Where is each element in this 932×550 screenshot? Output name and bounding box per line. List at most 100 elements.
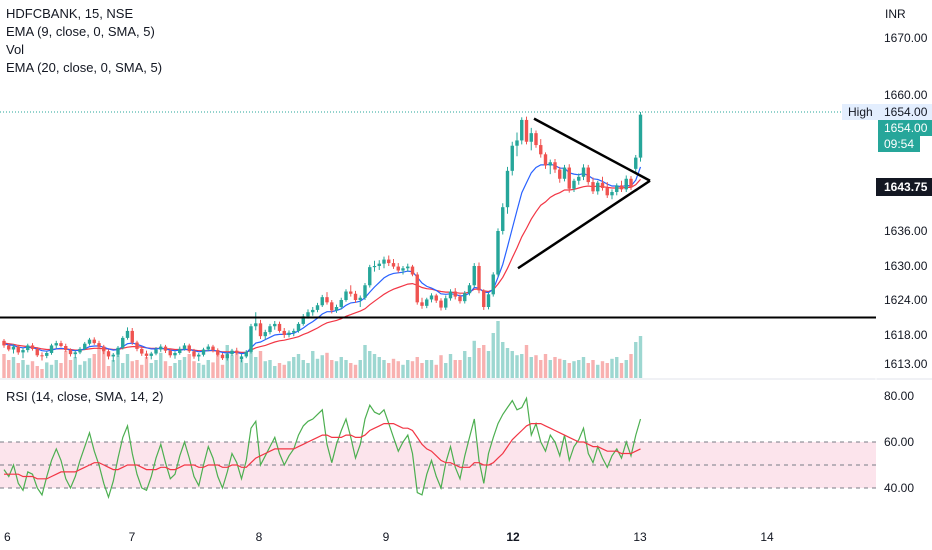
- candle-body: [586, 167, 590, 183]
- candle-body: [581, 167, 586, 177]
- candle-body: [501, 207, 505, 231]
- volume-bar: [301, 360, 305, 378]
- volume-bar: [458, 360, 462, 378]
- volume-bar: [97, 345, 101, 378]
- volume-bar: [268, 360, 272, 378]
- candle-body: [149, 353, 153, 356]
- ema20-legend[interactable]: EMA (20, close, 0, SMA, 5): [6, 60, 163, 75]
- candle-body: [206, 346, 210, 350]
- candle-body: [634, 157, 638, 169]
- volume-bar: [596, 364, 600, 378]
- volume-bar: [505, 348, 510, 378]
- volume-bar: [372, 354, 377, 378]
- candle-body: [311, 309, 315, 313]
- volume-bar: [344, 360, 348, 378]
- volume-bar: [159, 352, 163, 378]
- volume-bar: [163, 361, 168, 378]
- candle-body: [491, 274, 495, 295]
- volume-bar: [543, 354, 548, 378]
- candle-body: [619, 185, 624, 190]
- volume-bar: [106, 366, 111, 378]
- candle-body: [486, 294, 491, 307]
- volume-bar: [201, 364, 206, 378]
- rsi-tick-label: 80.00: [884, 389, 914, 403]
- rsi-tick-label: 60.00: [884, 435, 914, 449]
- volume-bar: [258, 351, 263, 378]
- candle-body: [543, 154, 548, 166]
- candle-body: [254, 323, 258, 327]
- high-tag-label: High: [842, 104, 879, 120]
- price-tick-label: 1660.00: [884, 88, 928, 102]
- rsi-legend[interactable]: RSI (14, close, SMA, 14, 2): [6, 389, 164, 404]
- candle-body: [197, 354, 201, 357]
- volume-bar: [282, 364, 286, 378]
- candle-body: [40, 355, 44, 357]
- candle-body: [16, 346, 20, 353]
- candle-body: [382, 259, 386, 264]
- candle-body: [425, 299, 429, 306]
- candle-body: [453, 291, 457, 297]
- candle-body: [263, 332, 267, 337]
- candle-body: [353, 293, 358, 300]
- price-tick-label: 1624.00: [884, 293, 928, 307]
- volume-bar: [263, 361, 267, 378]
- volume-bar: [529, 357, 533, 378]
- candle-body: [258, 323, 263, 337]
- volume-bar: [11, 357, 16, 378]
- candle-body: [387, 259, 391, 264]
- candle-body: [78, 348, 82, 353]
- candle-body: [434, 295, 438, 301]
- volume-bar: [453, 360, 457, 378]
- volume-bar: [125, 354, 130, 378]
- volume-bar: [178, 360, 182, 378]
- volume-bar: [311, 351, 315, 378]
- last-price-tag: 1654.00: [878, 120, 932, 136]
- candle-body: [2, 340, 6, 346]
- volume-bar: [330, 360, 334, 378]
- volume-bar: [16, 363, 20, 378]
- candle-body: [64, 346, 68, 351]
- candle-body: [548, 162, 552, 166]
- ema-price-tag: 1643.75: [876, 178, 932, 196]
- volume-bar: [349, 363, 353, 378]
- candle-body: [292, 330, 296, 333]
- symbol-title[interactable]: HDFCBANK, 15, NSE: [6, 6, 134, 21]
- candle-body: [505, 170, 510, 208]
- volume-bar: [292, 357, 296, 378]
- candle-body: [558, 169, 562, 179]
- candle-body: [211, 346, 215, 351]
- volume-bar: [21, 360, 25, 378]
- candle-body: [577, 176, 581, 181]
- volume-bar: [187, 354, 191, 378]
- volume-bar: [463, 351, 467, 378]
- candle-body: [496, 231, 500, 275]
- volume-bar: [87, 358, 92, 378]
- volume-bar: [539, 360, 543, 378]
- volume-bar: [78, 364, 82, 378]
- candle-body: [448, 291, 453, 299]
- candle-body: [420, 302, 424, 306]
- volume-bar: [591, 360, 595, 378]
- candle-body: [325, 297, 329, 303]
- candle-body: [429, 295, 434, 300]
- triangle-upper: [533, 117, 651, 182]
- candle-body: [596, 182, 600, 192]
- candle-body: [344, 291, 348, 300]
- volume-bar: [102, 346, 106, 378]
- volume-bar: [254, 357, 258, 378]
- candle-body: [301, 316, 305, 324]
- candle-body: [439, 300, 443, 308]
- candle-body: [59, 343, 63, 347]
- volume-bar: [277, 363, 282, 378]
- vol-legend[interactable]: Vol: [6, 42, 25, 57]
- volume-bar: [154, 360, 158, 378]
- rsi-ma-line: [4, 423, 641, 480]
- ema9-legend[interactable]: EMA (9, close, 0, SMA, 5): [6, 24, 155, 39]
- volume-bar: [638, 336, 643, 378]
- volume-bar: [524, 345, 529, 378]
- candle-body: [106, 351, 111, 357]
- volume-bar: [634, 342, 638, 378]
- volume-bar: [629, 354, 633, 378]
- volume-bar: [358, 360, 362, 378]
